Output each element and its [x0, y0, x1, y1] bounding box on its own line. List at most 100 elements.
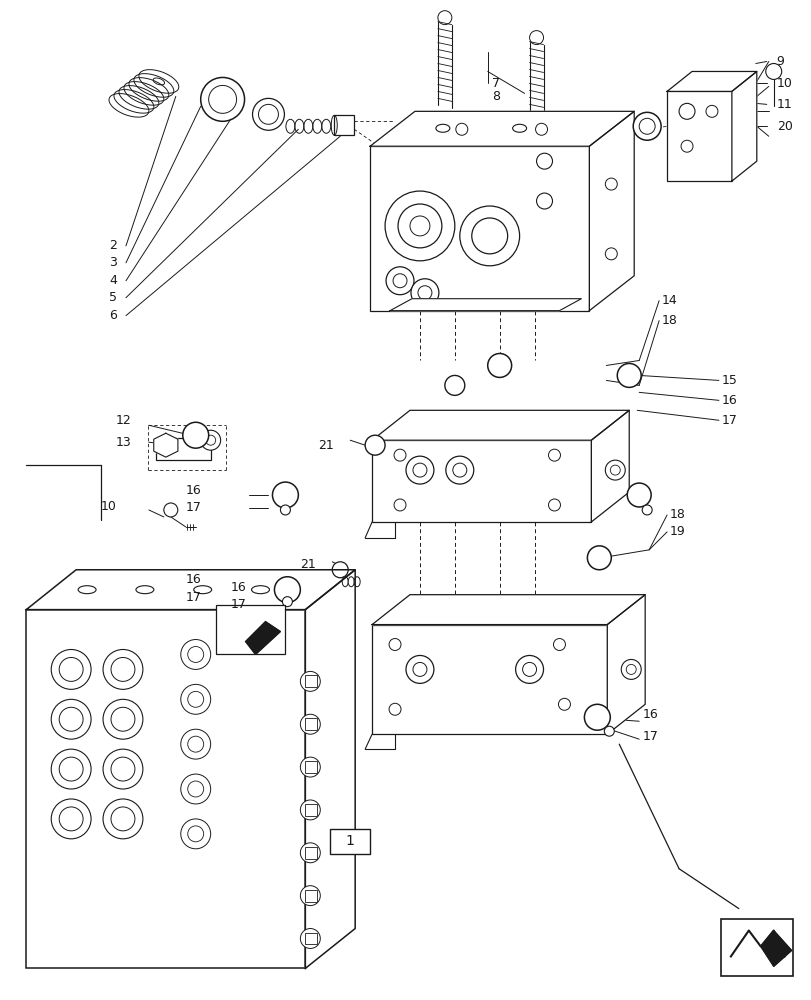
Bar [156, 438, 210, 460]
Circle shape [111, 657, 135, 681]
Circle shape [626, 483, 650, 507]
Circle shape [535, 123, 547, 135]
Circle shape [187, 781, 204, 797]
Bar [370, 146, 589, 311]
Polygon shape [389, 299, 581, 311]
Circle shape [410, 279, 439, 307]
Circle shape [300, 757, 320, 777]
Circle shape [282, 597, 292, 607]
Circle shape [59, 807, 83, 831]
Circle shape [51, 649, 91, 689]
Text: 16: 16 [186, 484, 201, 497]
Circle shape [187, 691, 204, 707]
Text: 18: 18 [669, 508, 685, 521]
Circle shape [393, 274, 406, 288]
Circle shape [548, 499, 560, 511]
Circle shape [103, 649, 143, 689]
Circle shape [586, 546, 611, 570]
Polygon shape [589, 111, 633, 311]
Polygon shape [305, 570, 354, 968]
Bar [305, 847, 317, 859]
Text: 13: 13 [116, 436, 131, 449]
Bar [667, 91, 731, 181]
Text: 3: 3 [109, 256, 117, 269]
Text: 16: 16 [642, 708, 657, 721]
Circle shape [274, 577, 300, 603]
Text: 17: 17 [186, 591, 201, 604]
Ellipse shape [512, 124, 526, 132]
Circle shape [51, 799, 91, 839]
Text: 21: 21 [300, 558, 315, 571]
Circle shape [603, 726, 614, 736]
Circle shape [604, 248, 616, 260]
Text: 17: 17 [186, 501, 201, 514]
Circle shape [103, 799, 143, 839]
Text: 15: 15 [721, 374, 737, 387]
Text: 16: 16 [186, 573, 201, 586]
Circle shape [332, 562, 348, 578]
Circle shape [453, 463, 466, 477]
Circle shape [187, 646, 204, 662]
Text: 1: 1 [345, 834, 354, 848]
Polygon shape [731, 71, 756, 181]
Polygon shape [590, 410, 629, 522]
Circle shape [103, 699, 143, 739]
Circle shape [678, 103, 694, 119]
Circle shape [111, 707, 135, 731]
Polygon shape [607, 595, 645, 734]
Circle shape [388, 639, 401, 650]
Circle shape [610, 465, 620, 475]
Circle shape [181, 819, 210, 849]
Circle shape [51, 749, 91, 789]
Bar [305, 804, 317, 816]
Text: 19: 19 [669, 525, 685, 538]
Text: 17: 17 [642, 730, 657, 743]
Circle shape [548, 449, 560, 461]
Ellipse shape [251, 586, 269, 594]
Circle shape [459, 206, 519, 266]
Circle shape [445, 456, 473, 484]
Ellipse shape [78, 586, 96, 594]
Circle shape [365, 435, 384, 455]
Circle shape [765, 63, 781, 79]
Bar [371, 625, 607, 734]
Bar [330, 829, 370, 854]
Bar [720, 919, 792, 976]
Ellipse shape [436, 124, 449, 132]
Circle shape [397, 204, 441, 248]
Circle shape [406, 456, 433, 484]
Circle shape [393, 449, 406, 461]
Circle shape [410, 216, 429, 236]
Circle shape [182, 422, 208, 448]
Bar [216, 605, 285, 654]
Circle shape [300, 800, 320, 820]
Circle shape [406, 655, 433, 683]
Circle shape [393, 499, 406, 511]
Circle shape [536, 153, 551, 169]
Circle shape [536, 193, 551, 209]
Bar [334, 115, 354, 135]
Bar [371, 440, 590, 522]
Circle shape [200, 430, 221, 450]
Circle shape [51, 699, 91, 739]
Circle shape [300, 886, 320, 906]
Circle shape [413, 463, 427, 477]
Text: 17: 17 [721, 414, 737, 427]
Text: 2: 2 [109, 239, 117, 252]
Bar [305, 890, 317, 902]
Circle shape [413, 662, 427, 676]
Text: 20: 20 [776, 120, 792, 133]
Polygon shape [245, 622, 280, 654]
Circle shape [111, 757, 135, 781]
Circle shape [584, 704, 610, 730]
Circle shape [620, 659, 641, 679]
Circle shape [181, 729, 210, 759]
Text: 7: 7 [491, 77, 499, 90]
Circle shape [59, 757, 83, 781]
Circle shape [642, 505, 651, 515]
Circle shape [633, 112, 660, 140]
Circle shape [187, 736, 204, 752]
Circle shape [181, 684, 210, 714]
Circle shape [280, 505, 290, 515]
Bar [305, 761, 317, 773]
